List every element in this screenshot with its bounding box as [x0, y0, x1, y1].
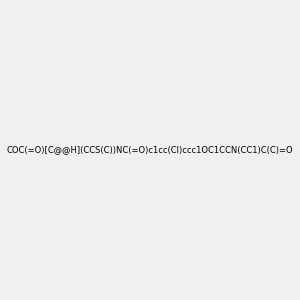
- Text: COC(=O)[C@@H](CCS(C))NC(=O)c1cc(Cl)ccc1OC1CCN(CC1)C(C)=O: COC(=O)[C@@H](CCS(C))NC(=O)c1cc(Cl)ccc1O…: [7, 146, 293, 154]
